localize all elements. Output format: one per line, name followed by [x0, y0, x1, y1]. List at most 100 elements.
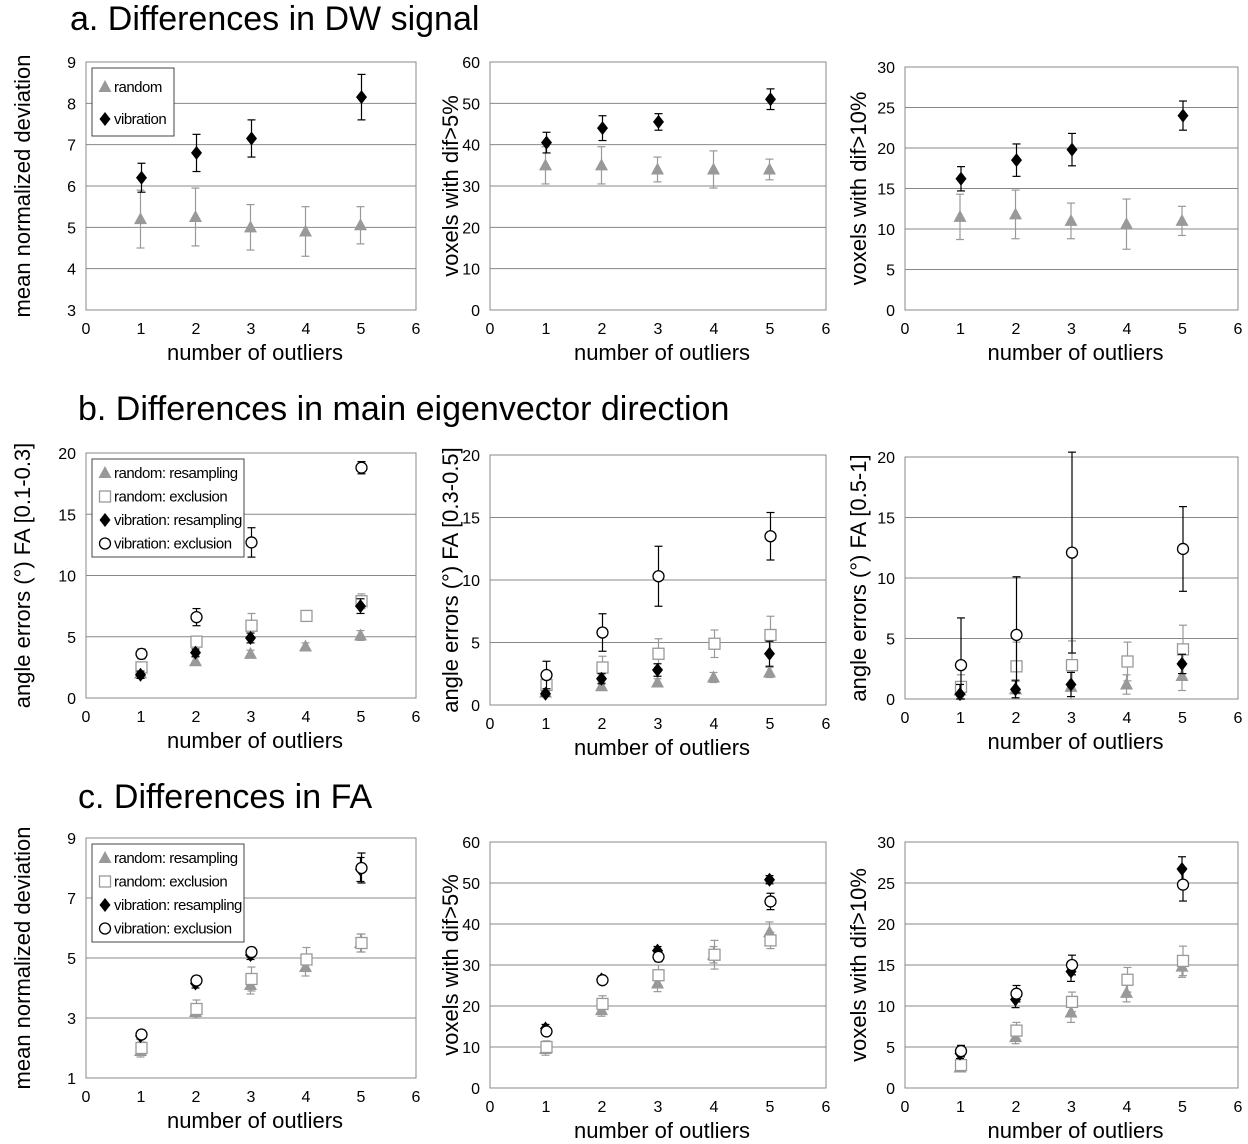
data-point-circle	[596, 626, 609, 639]
data-point-circle	[764, 530, 777, 543]
series-2	[955, 100, 1189, 192]
y-tick-label: 20	[462, 448, 480, 465]
y-tick-label: 20	[462, 999, 480, 1016]
legend-marker-triangle	[98, 466, 112, 478]
x-tick-label: 1	[137, 709, 146, 726]
data-point-diamond	[954, 687, 966, 702]
y-tick-label: 5	[886, 632, 895, 649]
data-point-triangle	[539, 158, 552, 171]
data-point-square	[652, 969, 665, 982]
data-point-triangle	[189, 654, 202, 667]
legend-marker-triangle	[98, 851, 112, 863]
data-point-circle	[954, 1044, 968, 1058]
data-point-triangle	[244, 646, 257, 659]
y-tick-label: 50	[462, 96, 480, 113]
series-2	[136, 73, 367, 193]
y-tick-label: 5	[67, 951, 76, 968]
x-tick-label: 6	[412, 709, 421, 726]
series-4	[540, 511, 777, 690]
data-point-square	[1176, 954, 1190, 968]
plot-frame	[904, 66, 1239, 311]
series-4	[135, 460, 368, 661]
legend-marker-diamond	[99, 112, 111, 126]
data-point-circle	[355, 461, 368, 474]
y-tick-label: 1	[67, 1071, 76, 1088]
x-tick-label: 5	[766, 321, 775, 338]
x-axis-label: number of outliers	[574, 340, 750, 365]
data-point-circle	[190, 611, 203, 624]
data-point-circle	[652, 950, 665, 963]
y-tick-label: 0	[67, 691, 76, 708]
plot-frame	[85, 837, 417, 1079]
x-tick-label: 5	[357, 709, 366, 726]
x-tick-label: 2	[1012, 1099, 1021, 1116]
plot-frame	[489, 841, 827, 1089]
data-point-circle	[355, 861, 368, 875]
data-point-diamond	[955, 171, 967, 186]
x-tick-label: 4	[1123, 710, 1132, 727]
y-tick-label: 10	[877, 571, 895, 588]
chart-3: 0 5 10 15 20 25 30 0 1 2 3 4 5 6 number of outliers vox…	[846, 60, 1243, 365]
x-axis-label: number of outliers	[574, 735, 750, 760]
data-point-triangle	[354, 628, 367, 641]
x-tick-label: 1	[956, 321, 965, 338]
plot-frame	[489, 454, 827, 706]
y-tick-label: 60	[462, 55, 480, 72]
data-point-circle	[596, 974, 609, 987]
x-tick-label: 3	[654, 716, 663, 733]
y-axis-label: mean normalized deviation	[10, 55, 35, 318]
x-tick-label: 2	[598, 716, 607, 733]
series-3	[135, 598, 366, 682]
data-point-triangle	[651, 162, 664, 175]
y-tick-label: 15	[877, 511, 895, 528]
data-point-circle	[1010, 628, 1023, 642]
data-point-circle	[1176, 878, 1190, 891]
data-point-diamond	[245, 630, 256, 645]
x-tick-label: 2	[598, 321, 607, 338]
data-point-triangle	[1009, 207, 1022, 220]
legend-label: random: exclusion	[114, 489, 227, 506]
y-axis-label: voxels with dif>5%	[438, 95, 463, 277]
data-point-triangle	[189, 210, 202, 222]
series-1	[539, 146, 776, 189]
x-tick-label: 3	[654, 321, 663, 338]
x-tick-label: 6	[1234, 321, 1243, 338]
x-tick-label: 4	[1123, 321, 1132, 338]
series-2	[540, 931, 777, 1054]
x-tick-label: 1	[956, 710, 965, 727]
x-tick-label: 6	[822, 321, 831, 338]
data-point-diamond	[135, 667, 146, 682]
chart-9: 0 5 10 15 20 25 30 0 1 2 3 4 5 6 number of outliers vox…	[846, 835, 1243, 1143]
data-point-square	[1065, 658, 1079, 672]
x-tick-label: 3	[1067, 710, 1076, 727]
y-tick-label: 5	[67, 220, 76, 237]
x-tick-label: 4	[302, 709, 311, 726]
data-point-diamond	[764, 872, 775, 887]
data-point-square	[300, 609, 313, 623]
x-tick-label: 4	[302, 321, 311, 338]
data-point-square	[1065, 995, 1079, 1009]
legend: random: resampling random: exclusion vibra…	[91, 458, 245, 558]
y-tick-label: 15	[58, 507, 76, 524]
chart-4: 0 5 10 15 20 0 1 2 3 4 5 6 number of outliers angle e…	[10, 443, 421, 753]
x-tick-label: 0	[486, 716, 495, 733]
data-point-circle	[1065, 546, 1079, 559]
y-tick-label: 3	[67, 303, 76, 320]
x-tick-label: 0	[901, 710, 910, 727]
legend-label: vibration	[114, 111, 166, 128]
legend-marker-triangle	[98, 80, 112, 92]
y-tick-label: 7	[67, 891, 76, 908]
x-tick-label: 0	[486, 1099, 495, 1116]
y-axis-label: angle errors (°) FA [0.5-1]	[846, 454, 871, 701]
legend-marker-diamond	[99, 898, 111, 912]
x-tick-label: 2	[598, 1099, 607, 1116]
y-tick-label: 5	[886, 263, 895, 280]
series-2	[954, 945, 1190, 1072]
data-point-triangle	[244, 220, 257, 233]
legend-marker-square	[98, 875, 112, 888]
y-tick-label: 20	[877, 141, 895, 158]
data-point-square	[954, 1058, 968, 1072]
data-point-triangle	[707, 162, 720, 175]
y-tick-label: 20	[462, 220, 480, 237]
